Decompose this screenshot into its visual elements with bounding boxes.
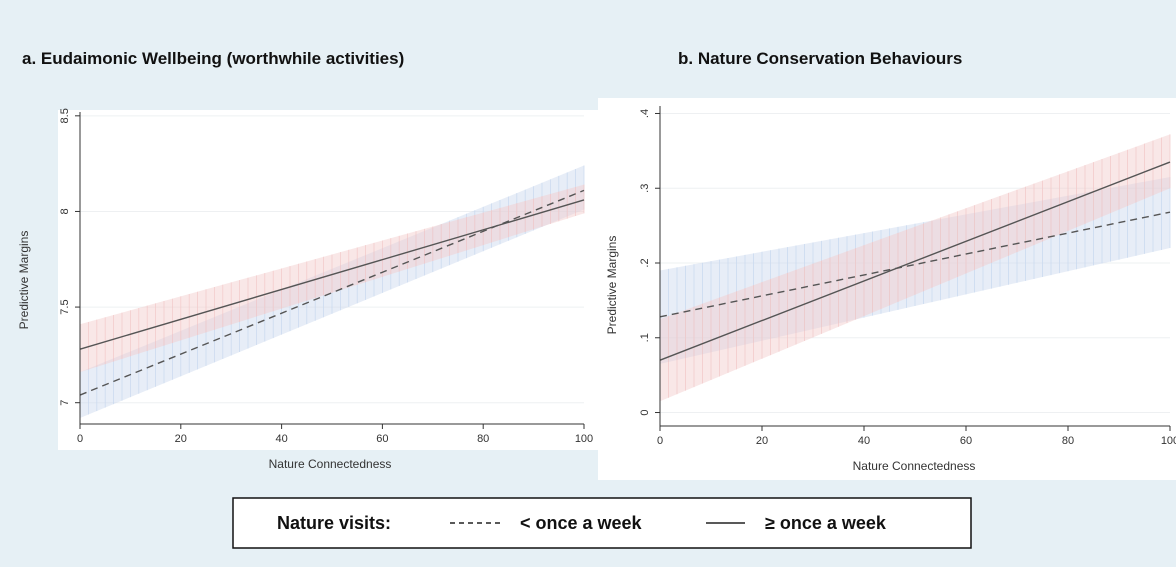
legend: Nature visits: < once a week ≥ once a we… — [232, 497, 972, 549]
panel-a-title: a. Eudaimonic Wellbeing (worthwhile acti… — [22, 49, 404, 68]
panel-a-y-axis-title: Predictive Margins — [17, 231, 31, 330]
x-tick-label-2: 40 — [275, 433, 287, 445]
legend-entry-less: < once a week — [520, 513, 643, 533]
y-tick-label-0: 7 — [59, 400, 71, 406]
series-line-0 — [659, 211, 1171, 318]
panel-a: a. Eudaimonic Wellbeing (worthwhile acti… — [17, 49, 598, 471]
x-tick-label-5: 100 — [1161, 435, 1176, 447]
panel-b-y-axis-title: Predictive Margins — [605, 236, 619, 335]
x-tick-label-4: 80 — [1062, 435, 1074, 447]
y-tick-label-1: .1 — [639, 333, 651, 342]
x-tick-label-3: 60 — [376, 433, 388, 445]
legend-box — [232, 497, 972, 549]
x-tick-label-0: 0 — [77, 433, 83, 445]
x-tick-label-1: 20 — [175, 433, 187, 445]
y-tick-label-2: 8 — [59, 208, 71, 214]
y-tick-label-2: .2 — [639, 258, 651, 267]
x-tick-label-5: 100 — [575, 433, 593, 445]
panel-b: b. Nature Conservation Behaviours 0 20 40 6… — [598, 49, 1176, 480]
x-tick-label-0: 0 — [657, 435, 663, 447]
y-tick-label-1: 7.5 — [59, 299, 71, 314]
y-tick-label-3: 8.5 — [59, 108, 71, 123]
legend-title: Nature visits: — [277, 513, 391, 533]
panel-b-plot: 0 20 40 60 80 100 0 .1 .2 .3 .4 — [639, 106, 1176, 447]
panel-a-plot-background — [58, 110, 598, 450]
x-tick-label-1: 20 — [756, 435, 768, 447]
series-line-1 — [659, 161, 1171, 361]
panel-b-x-axis-title: Nature Connectedness — [853, 459, 976, 473]
series-line-1 — [79, 199, 585, 350]
panel-b-title: b. Nature Conservation Behaviours — [678, 49, 962, 68]
y-tick-label-0: 0 — [639, 409, 651, 415]
legend-entry-weekly: ≥ once a week — [765, 513, 887, 533]
x-tick-label-4: 80 — [477, 433, 489, 445]
panel-a-plot: 0 20 40 60 80 100 7 7.5 8 8.5 — [59, 108, 593, 445]
x-tick-label-2: 40 — [858, 435, 870, 447]
panel-a-x-axis-title: Nature Connectedness — [269, 457, 392, 471]
y-tick-label-3: .3 — [639, 184, 651, 193]
y-tick-label-4: .4 — [639, 109, 651, 118]
series-line-0 — [79, 189, 585, 396]
x-tick-label-3: 60 — [960, 435, 972, 447]
